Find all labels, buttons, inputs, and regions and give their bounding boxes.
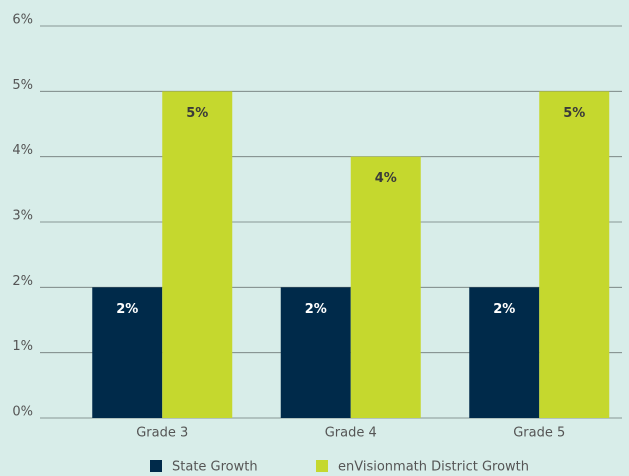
legend-swatch bbox=[316, 460, 328, 472]
y-tick-label: 2% bbox=[12, 274, 33, 289]
bar bbox=[350, 156, 421, 418]
bar bbox=[280, 287, 351, 418]
bar bbox=[469, 287, 540, 418]
y-tick-label: 4% bbox=[12, 143, 33, 158]
x-tick-label: Grade 5 bbox=[513, 426, 565, 441]
y-tick-label: 5% bbox=[12, 78, 33, 93]
y-tick-label: 1% bbox=[12, 339, 33, 354]
y-tick-label: 3% bbox=[12, 209, 33, 224]
bar bbox=[92, 287, 163, 418]
data-label: 2% bbox=[493, 302, 515, 317]
data-label: 5% bbox=[563, 106, 585, 121]
legend-label: enVisionmath District Growth bbox=[338, 460, 529, 475]
data-label: 2% bbox=[116, 302, 138, 317]
y-tick-label: 0% bbox=[12, 405, 33, 420]
bar bbox=[539, 91, 610, 418]
x-tick-label: Grade 4 bbox=[325, 426, 377, 441]
legend-label: State Growth bbox=[172, 460, 258, 475]
x-tick-label: Grade 3 bbox=[136, 426, 188, 441]
legend-swatch bbox=[150, 460, 162, 472]
data-label: 2% bbox=[305, 302, 327, 317]
bar bbox=[162, 91, 233, 418]
data-label: 4% bbox=[375, 171, 397, 186]
y-tick-label: 6% bbox=[12, 13, 33, 28]
data-label: 5% bbox=[186, 106, 208, 121]
